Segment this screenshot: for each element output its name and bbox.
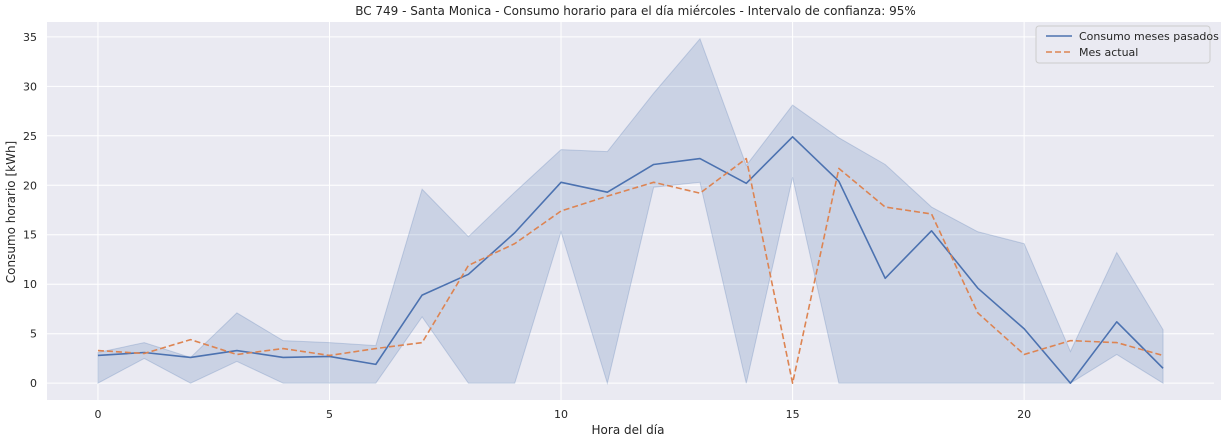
- chart-title: BC 749 - Santa Monica - Consumo horario …: [355, 4, 916, 18]
- x-tick-label: 15: [786, 408, 800, 421]
- confidence-band: [97, 37, 1164, 386]
- x-tick-label: 0: [94, 408, 101, 421]
- y-tick-labels: 0 5 10 15 20 25 30 35: [23, 31, 37, 390]
- x-tick-labels: 0 5 10 15 20: [94, 408, 1031, 421]
- legend-box: [1035, 25, 1211, 64]
- x-tick-label: 20: [1017, 408, 1031, 421]
- x-tick-label: 5: [326, 408, 333, 421]
- series-line: [97, 157, 1164, 384]
- confidence-interval-band: [97, 37, 1164, 386]
- grid: [47, 22, 1214, 400]
- y-tick-label: 5: [30, 328, 37, 341]
- x-tick-label: 10: [554, 408, 568, 421]
- y-tick-label: 25: [23, 130, 37, 143]
- y-axis-label: Consumo horario [kWh]: [4, 141, 18, 283]
- y-tick-label: 35: [23, 31, 37, 44]
- legend-label: Consumo meses pasados: [1079, 30, 1219, 43]
- y-tick-label: 30: [23, 80, 37, 93]
- y-tick-label: 15: [23, 229, 37, 242]
- series-lines: [97, 135, 1164, 384]
- x-axis-label: Hora del día: [592, 423, 665, 437]
- legend-label: Mes actual: [1079, 46, 1138, 59]
- y-tick-label: 0: [30, 377, 37, 390]
- y-tick-label: 20: [23, 179, 37, 192]
- legend: Consumo meses pasados Mes actual: [1035, 25, 1219, 64]
- plot-area: [47, 22, 1221, 400]
- y-tick-label: 10: [23, 278, 37, 291]
- plot-background: [47, 22, 1221, 400]
- series-line: [97, 135, 1164, 384]
